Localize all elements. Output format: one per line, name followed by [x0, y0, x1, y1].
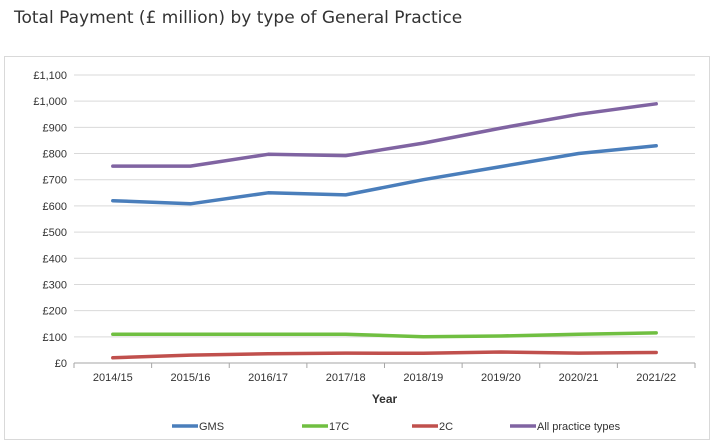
y-tick-label: £500 [43, 227, 67, 239]
gridlines [74, 74, 695, 364]
y-tick-label: £1,000 [33, 96, 67, 108]
x-tick-label: 2020/21 [559, 372, 599, 384]
legend-label: GMS [199, 421, 224, 433]
x-tick-label: 2016/17 [248, 372, 288, 384]
x-tick-label: 2014/15 [93, 372, 133, 384]
legend-label: 2C [439, 421, 453, 433]
legend-label: All practice types [537, 421, 621, 433]
y-tick-label: £900 [43, 122, 67, 134]
legend-label: 17C [329, 421, 349, 433]
series-line-17c [111, 331, 658, 339]
series-line-gms [111, 143, 658, 206]
y-tick-label: £0 [55, 358, 67, 370]
series-line-all-practice-types [111, 102, 658, 168]
x-axis-ticks: 2014/15 2015/16 2016/17 2017/18 2018/19 2019/… [73, 363, 696, 384]
y-tick-label: £800 [43, 149, 67, 161]
chart-title: Total Payment (£ million) by type of Gen… [14, 8, 463, 28]
y-tick-label: £300 [43, 279, 67, 291]
series-lines [111, 102, 658, 360]
chart-frame [4, 56, 710, 440]
x-tick-label: 2017/18 [326, 372, 366, 384]
y-tick-label: £400 [43, 253, 67, 265]
y-tick-label: £1,100 [33, 70, 67, 82]
x-tick-label: 2021/22 [636, 372, 676, 384]
x-axis-title: Year [372, 392, 398, 406]
y-tick-label: £200 [43, 306, 67, 318]
y-tick-label: £600 [43, 201, 67, 213]
series-line-2c [111, 350, 658, 360]
y-axis-ticks: £0 £100 £200 £300 £400 £500 £600 £700 £800 £900 £1… [33, 70, 67, 370]
x-tick-label: 2018/19 [403, 372, 443, 384]
y-tick-label: £100 [43, 332, 67, 344]
legend: GMS 17C 2C All practice types [172, 421, 621, 433]
x-tick-label: 2015/16 [171, 372, 211, 384]
x-tick-label: 2019/20 [481, 372, 521, 384]
y-tick-label: £700 [43, 175, 67, 187]
